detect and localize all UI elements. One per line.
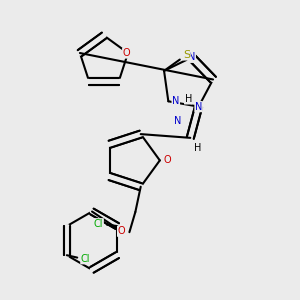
Text: N: N: [174, 116, 182, 126]
Text: O: O: [164, 155, 171, 165]
Text: N: N: [195, 102, 202, 112]
Text: O: O: [123, 48, 130, 58]
Text: S: S: [183, 50, 190, 60]
Text: Cl: Cl: [81, 254, 90, 264]
Text: H: H: [194, 143, 201, 153]
Text: N: N: [188, 52, 195, 62]
Text: N: N: [172, 96, 179, 106]
Text: Cl: Cl: [94, 219, 103, 229]
Text: H: H: [184, 94, 192, 104]
Text: O: O: [118, 226, 125, 236]
